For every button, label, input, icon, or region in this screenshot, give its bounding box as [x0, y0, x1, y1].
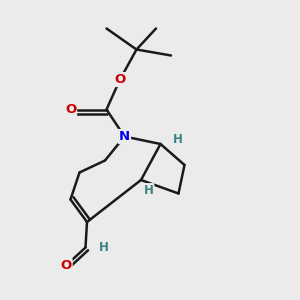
Text: N: N [119, 130, 130, 143]
Text: H: H [173, 133, 182, 146]
Text: H: H [144, 184, 153, 197]
Text: O: O [60, 259, 72, 272]
Text: O: O [114, 73, 126, 86]
Text: H: H [99, 241, 108, 254]
Text: O: O [65, 103, 76, 116]
